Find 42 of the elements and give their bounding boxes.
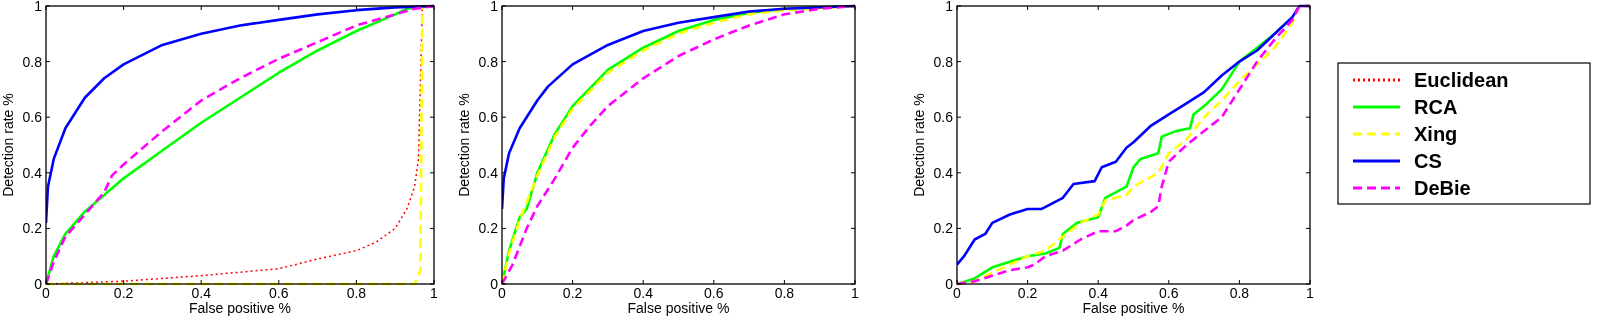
x-tick-label: 0.8 <box>346 285 367 301</box>
x-tick-label: 0.6 <box>1159 285 1179 301</box>
y-tick-label: 0.8 <box>478 53 499 70</box>
y-axis-title: Detection rate % <box>456 93 472 197</box>
y-axis-title: Detection rate % <box>911 93 927 197</box>
legend-label: Xing <box>1414 123 1458 145</box>
x-axis-title: False positive % <box>627 300 730 316</box>
y-tick-label: 0.4 <box>22 164 43 181</box>
y-axis-title: Detection rate % <box>0 93 16 197</box>
x-tick-label: 0.8 <box>774 285 795 301</box>
y-tick-label: 0.2 <box>22 220 43 237</box>
y-tick-label: 0.2 <box>478 220 499 237</box>
y-tick-label: 0.6 <box>22 109 43 126</box>
x-tick-label: 1 <box>851 285 860 301</box>
x-tick-label: 0.2 <box>113 285 134 301</box>
y-tick-label: 0.8 <box>22 53 43 70</box>
x-tick-label: 0.6 <box>269 285 289 301</box>
legend-label: DeBie <box>1414 177 1471 199</box>
x-tick-label: 0.2 <box>562 285 583 301</box>
y-tick-label: 0.8 <box>933 53 954 70</box>
y-tick-label: 0.4 <box>933 164 954 181</box>
x-tick-label: 1 <box>430 285 439 301</box>
y-tick-label: 0.6 <box>933 109 954 126</box>
x-tick-label: 0.2 <box>1017 285 1038 301</box>
y-tick-label: 1 <box>945 0 954 14</box>
x-tick-label: 1 <box>1306 285 1315 301</box>
y-tick-label: 1 <box>34 0 43 14</box>
x-tick-label: 0.4 <box>633 285 654 301</box>
y-tick-label: 0.2 <box>933 220 954 237</box>
legend-label: Euclidean <box>1414 69 1509 91</box>
y-tick-label: 1 <box>490 0 499 14</box>
x-tick-label: 0.4 <box>1088 285 1109 301</box>
x-tick-label: 0.4 <box>191 285 212 301</box>
line-series <box>502 4 855 286</box>
y-tick-label: 0.4 <box>478 164 499 181</box>
x-axis-title: False positive % <box>1082 300 1185 316</box>
y-tick-label: 0.6 <box>478 109 499 126</box>
x-tick-label: 0.8 <box>1229 285 1250 301</box>
legend-label: CS <box>1414 150 1442 172</box>
legend-label: RCA <box>1414 96 1458 118</box>
x-axis-title: False positive % <box>189 300 291 316</box>
x-tick-label: 0.6 <box>704 285 724 301</box>
